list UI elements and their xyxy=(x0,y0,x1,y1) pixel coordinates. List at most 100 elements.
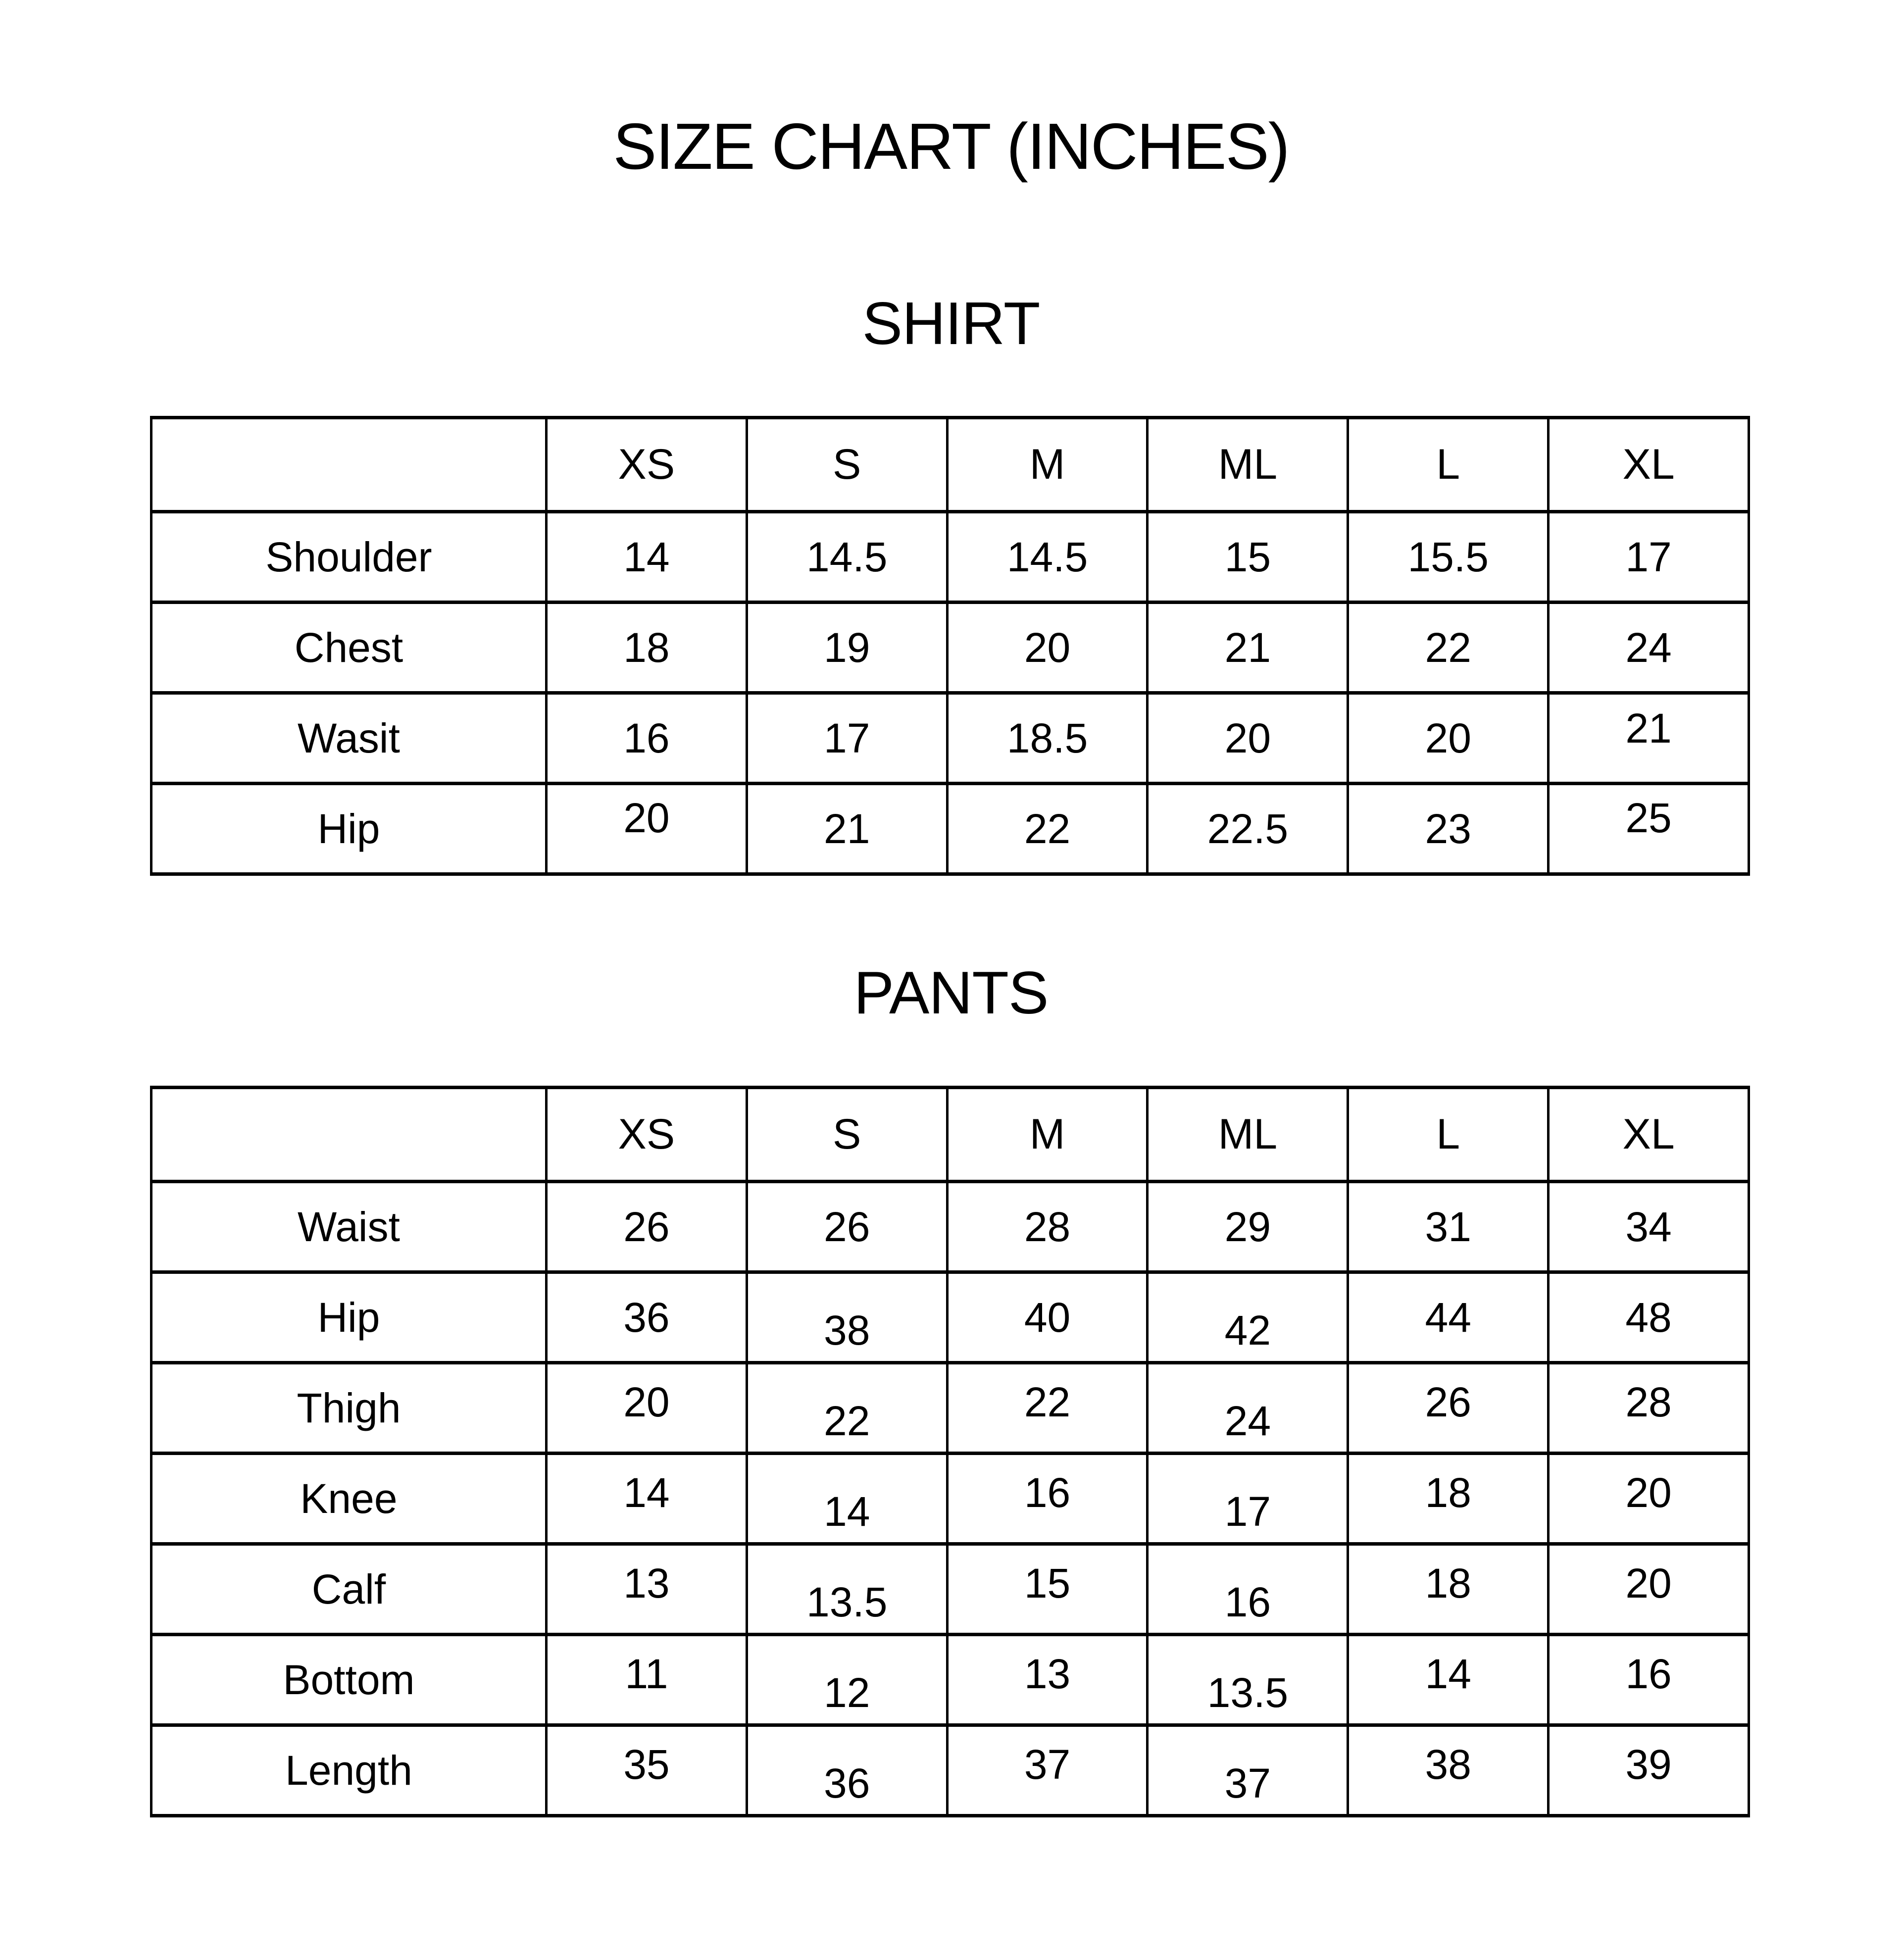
size-value-cell: 22 xyxy=(1347,601,1550,695)
size-value-cell: 25 xyxy=(1547,782,1750,876)
page-title: SIZE CHART (INCHES) xyxy=(613,110,1290,183)
size-value: 24 xyxy=(1224,1397,1271,1444)
size-value-cell: 48 xyxy=(1547,1270,1750,1364)
size-value: 16 xyxy=(1625,1650,1672,1697)
size-value: 15.5 xyxy=(1407,533,1489,580)
column-header-l: L xyxy=(1347,1086,1550,1183)
size-value-cell: 20 xyxy=(1347,691,1550,785)
size-value-cell: 28 xyxy=(946,1180,1149,1274)
size-value: 31 xyxy=(1425,1203,1471,1250)
table-row-hip: Hip 20 21 22 22.5 23 25 xyxy=(150,782,1750,876)
size-value: 19 xyxy=(824,624,870,671)
size-value: 22 xyxy=(1024,1378,1071,1425)
size-value: 28 xyxy=(1625,1378,1672,1425)
size-value-cell: 17 xyxy=(1547,510,1750,604)
size-value: 29 xyxy=(1224,1203,1271,1250)
column-header-m: M xyxy=(946,1086,1149,1183)
size-value-cell: 31 xyxy=(1347,1180,1550,1274)
size-value: 36 xyxy=(824,1759,870,1807)
size-value-cell: 20 xyxy=(1547,1452,1750,1546)
size-value-cell: 15.5 xyxy=(1347,510,1550,604)
pants-section: PANTS XS S M ML L XL Waist 26 26 28 29 31 34 Hip 36 38 4… xyxy=(0,876,1902,1817)
size-value: 13 xyxy=(1024,1650,1071,1697)
size-value: 17 xyxy=(824,714,870,761)
row-label: Hip xyxy=(150,782,548,876)
size-value: 22 xyxy=(1425,624,1471,671)
size-value-cell: 14 xyxy=(545,1452,748,1546)
size-value: 17 xyxy=(1224,1488,1271,1535)
size-value-cell: 23 xyxy=(1347,782,1550,876)
size-value-cell: 44 xyxy=(1347,1270,1550,1364)
table-row-chest: Chest 18 19 20 21 22 24 xyxy=(150,601,1750,695)
size-value: 36 xyxy=(623,1294,670,1341)
row-label: Bottom xyxy=(150,1633,548,1727)
size-value: 11 xyxy=(625,1650,668,1697)
size-value: 22 xyxy=(824,1397,870,1444)
column-header-s: S xyxy=(745,416,949,513)
size-value: 21 xyxy=(1224,624,1271,671)
size-value: 18 xyxy=(1425,1559,1471,1607)
corner-cell xyxy=(150,1086,548,1183)
size-value: 22.5 xyxy=(1207,805,1289,852)
size-value-cell: 22 xyxy=(745,1361,949,1455)
size-value-cell: 20 xyxy=(1146,691,1350,785)
size-value: 42 xyxy=(1224,1307,1271,1354)
size-value-cell: 35 xyxy=(545,1723,748,1817)
column-header-xl: XL xyxy=(1547,416,1750,513)
size-value-cell: 13.5 xyxy=(1146,1633,1350,1727)
size-value-cell: 29 xyxy=(1146,1180,1350,1274)
size-value-cell: 34 xyxy=(1547,1180,1750,1274)
row-label: Shoulder xyxy=(150,510,548,604)
size-value: 14.5 xyxy=(806,533,888,580)
size-value: 20 xyxy=(1024,624,1071,671)
row-label: Waist xyxy=(150,1180,548,1274)
size-value-cell: 12 xyxy=(745,1633,949,1727)
size-value: 14 xyxy=(1425,1650,1471,1697)
size-value-cell: 39 xyxy=(1547,1723,1750,1817)
column-header-ml: ML xyxy=(1146,1086,1350,1183)
size-value: 34 xyxy=(1625,1203,1672,1250)
column-header-xs: XS xyxy=(545,1086,748,1183)
size-value: 12 xyxy=(824,1669,870,1716)
size-value: 20 xyxy=(1625,1469,1672,1516)
pants-size-table: XS S M ML L XL Waist 26 26 28 29 31 34 Hip 36 38 40 42 44 4… xyxy=(150,1086,1750,1817)
pants-heading: PANTS xyxy=(853,959,1049,1026)
size-value-cell: 13 xyxy=(946,1633,1149,1727)
size-value-cell: 14.5 xyxy=(745,510,949,604)
size-value: 22 xyxy=(1024,805,1071,852)
size-value-cell: 17 xyxy=(1146,1452,1350,1546)
size-value-cell: 37 xyxy=(1146,1723,1350,1817)
size-value-cell: 21 xyxy=(1547,691,1750,785)
size-value: 14.5 xyxy=(1006,533,1088,580)
size-value: 15 xyxy=(1224,533,1271,580)
size-value: 17 xyxy=(1625,533,1672,580)
shirt-size-table: XS S M ML L XL Shoulder 14 14.5 14.5 15 15.5 17 Chest… xyxy=(150,416,1750,876)
size-value-cell: 24 xyxy=(1146,1361,1350,1455)
header-row: XS S M ML L XL xyxy=(150,1086,1750,1183)
table-row-shoulder: Shoulder 14 14.5 14.5 15 15.5 17 xyxy=(150,510,1750,604)
size-value-cell: 14.5 xyxy=(946,510,1149,604)
size-value: 16 xyxy=(623,714,670,761)
row-label: Thigh xyxy=(150,1361,548,1455)
size-value: 14 xyxy=(623,1469,670,1516)
size-value: 20 xyxy=(623,794,670,841)
size-value-cell: 11 xyxy=(545,1633,748,1727)
size-value: 25 xyxy=(1625,794,1672,841)
size-value-cell: 38 xyxy=(745,1270,949,1364)
size-value-cell: 18 xyxy=(545,601,748,695)
size-value: 23 xyxy=(1425,805,1471,852)
table-row-calf: Calf 13 13.5 15 16 18 20 xyxy=(150,1542,1750,1636)
size-value-cell: 21 xyxy=(745,782,949,876)
shirt-section: SHIRT XS S M ML L XL Shoulder 14 14.5 14.5 15 15.5 1… xyxy=(0,179,1902,876)
row-label: Calf xyxy=(150,1542,548,1636)
size-value-cell: 14 xyxy=(1347,1633,1550,1727)
size-value: 20 xyxy=(1425,714,1471,761)
column-header-m: M xyxy=(946,416,1149,513)
size-value-cell: 36 xyxy=(545,1270,748,1364)
size-value: 18.5 xyxy=(1006,714,1088,761)
size-value-cell: 19 xyxy=(745,601,949,695)
size-value-cell: 26 xyxy=(545,1180,748,1274)
size-value-cell: 22 xyxy=(946,1361,1149,1455)
size-value-cell: 21 xyxy=(1146,601,1350,695)
size-value-cell: 42 xyxy=(1146,1270,1350,1364)
